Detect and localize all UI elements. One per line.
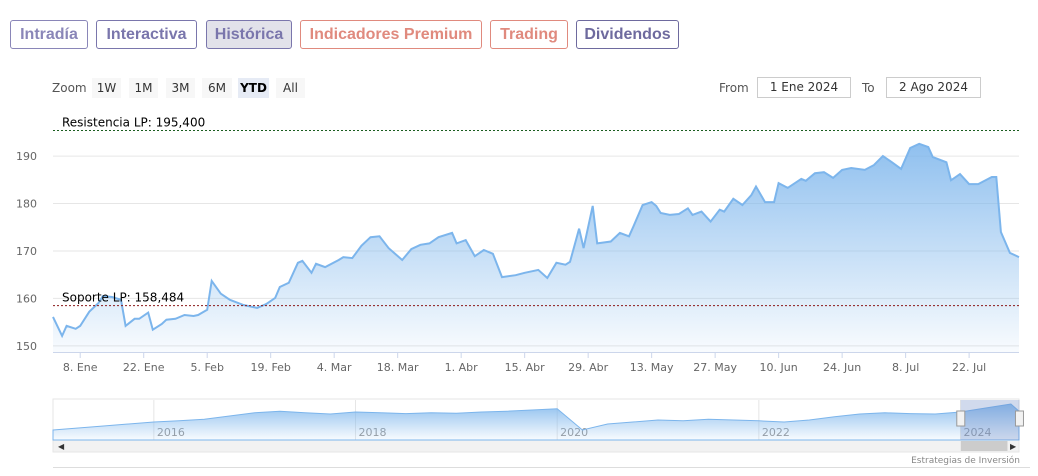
x-tick-label: 15. Abr xyxy=(505,361,545,374)
y-tick-label: 160 xyxy=(16,292,37,305)
tab[interactable]: Trading xyxy=(490,20,568,49)
zoom-button[interactable]: 1M xyxy=(129,78,158,98)
x-tick-label: 10. Jun xyxy=(760,361,798,374)
scrollbar-thumb[interactable] xyxy=(960,441,1008,451)
y-tick-label: 180 xyxy=(16,198,37,211)
area-line xyxy=(52,142,1020,339)
x-tick-label: 27. May xyxy=(693,361,737,374)
x-tick-label: 22. Ene xyxy=(123,361,165,374)
x-tick-label: 8. Jul xyxy=(892,361,919,374)
zoom-label: Zoom xyxy=(52,81,87,95)
y-tick-label: 150 xyxy=(16,340,37,353)
zoom-button[interactable]: All xyxy=(276,78,305,98)
to-label: To xyxy=(862,81,875,95)
x-tick-label: 29. Abr xyxy=(568,361,608,374)
to-input[interactable]: 2 Ago 2024 xyxy=(886,77,981,98)
tab[interactable]: Indicadores Premium xyxy=(300,20,482,49)
x-tick-label: 1. Abr xyxy=(445,361,478,374)
from-label: From xyxy=(719,81,749,95)
from-input[interactable]: 1 Ene 2024 xyxy=(757,77,851,98)
scrollbar[interactable] xyxy=(52,439,1020,453)
zoom-button-active[interactable]: YTD xyxy=(238,78,269,98)
tab[interactable]: Interactiva xyxy=(96,20,197,49)
y-tick-label: 170 xyxy=(16,245,37,258)
scroll-right[interactable]: ▶ xyxy=(1010,442,1017,451)
y-tick-label: 190 xyxy=(16,150,37,163)
zoom-button[interactable]: 1W xyxy=(92,78,121,98)
tab-active[interactable]: Histórica xyxy=(206,20,292,49)
x-tick-label: 5. Feb xyxy=(190,361,223,374)
x-tick-label: 22. Jul xyxy=(952,361,986,374)
x-tick-label: 19. Feb xyxy=(250,361,290,374)
x-tick-label: 8. Ene xyxy=(63,361,98,374)
area-fill xyxy=(53,143,1019,352)
x-tick-label: 24. Jun xyxy=(823,361,861,374)
plot-line-label: Resistencia LP: 195,400 xyxy=(62,115,205,129)
plot-line-label: Soporte LP: 158,484 xyxy=(62,291,184,305)
zoom-button[interactable]: 6M xyxy=(202,78,232,98)
navigator-area xyxy=(52,403,1020,441)
tab[interactable]: Dividendos xyxy=(576,20,679,49)
navigator-handle[interactable] xyxy=(1014,410,1024,427)
x-tick-label: 13. May xyxy=(630,361,674,374)
x-tick-label: 4. Mar xyxy=(317,361,352,374)
scroll-left[interactable]: ◀ xyxy=(58,442,65,451)
navigator-handle[interactable] xyxy=(956,410,966,427)
navigator-selection xyxy=(960,400,1020,440)
tab[interactable]: Intradía xyxy=(10,20,88,49)
credit: Estrategias de Inversión xyxy=(911,455,1020,466)
x-tick-label: 18. Mar xyxy=(377,361,419,374)
zoom-button[interactable]: 3M xyxy=(166,78,195,98)
